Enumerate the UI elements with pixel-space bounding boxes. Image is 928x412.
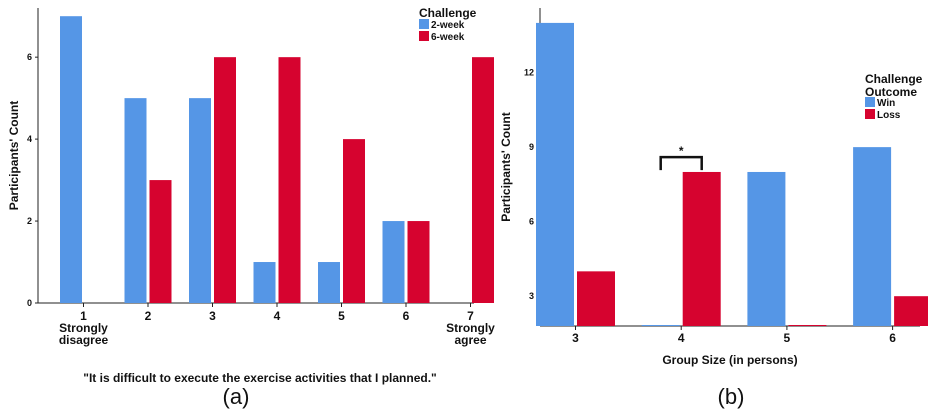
chart1-caption: (a) <box>223 384 250 409</box>
chart2-legend-label-loss: Loss <box>877 110 901 121</box>
chart2-bar-win-6 <box>853 147 892 326</box>
chart1-bar-6-week-7 <box>472 57 494 303</box>
chart1-legend-swatch-6-week <box>419 31 429 41</box>
chart2-bar-loss-4 <box>682 171 721 326</box>
chart2-legend-swatch-loss <box>865 109 875 119</box>
chart2-bar-win-3 <box>536 22 574 326</box>
chart1-x-tick-label: 6 <box>403 309 410 323</box>
chart1-bar-6-week-5 <box>343 139 365 303</box>
chart2-significance-star: * <box>679 144 684 158</box>
chart2-y-tick-label: 9 <box>529 142 534 152</box>
chart1-x-tick-label: 7 <box>467 309 474 323</box>
chart1-x-tick-label: 1 <box>80 309 87 323</box>
chart1-x-tick-sublabel: Strongly <box>446 321 495 335</box>
chart2-y-tick-label: 6 <box>529 217 534 227</box>
chart2-y-tick-label: 3 <box>529 291 534 301</box>
chart1-bar-6-week-4 <box>278 57 301 303</box>
chart1-bar-2-week-4 <box>253 262 276 303</box>
chart2-legend-label-win: Win <box>877 98 895 109</box>
chart2-y-tick-label: 12 <box>524 68 534 78</box>
chart1-bar-2-week-5 <box>318 262 340 303</box>
chart1-bar-6-week-3 <box>214 57 236 303</box>
chart2-legend-title: Outcome <box>865 85 917 99</box>
chart1-legend-label-6-week: 6-week <box>431 32 465 43</box>
chart2-significance-bracket <box>659 155 703 171</box>
chart2-bar-loss-3 <box>577 271 615 326</box>
chart2-x-axis-title: Group Size (in persons) <box>662 353 797 367</box>
chart1-bar-2-week-3 <box>189 98 211 303</box>
chart2-y-axis-title: Participants' Count <box>499 112 513 222</box>
chart1-y-tick-label: 2 <box>27 216 32 226</box>
chart1-bar-2-week-2 <box>124 98 147 303</box>
chart2-caption: (b) <box>718 384 745 409</box>
chart1-x-axis-title: "It is difficult to execute the exercise… <box>83 371 436 385</box>
chart1-y-tick-label: 0 <box>27 298 32 308</box>
chart2-x-tick-label: 6 <box>889 331 896 345</box>
chart1-x-tick-label: 5 <box>338 309 345 323</box>
chart2-legend-swatch-win <box>865 97 875 107</box>
chart1-bar-6-week-2 <box>149 180 172 303</box>
chart1-bar-2-week-6 <box>382 221 405 303</box>
chart1-legend-swatch-2-week <box>419 19 429 29</box>
chart1-x-tick-sublabel: disagree <box>59 333 109 347</box>
chart1-x-tick-label: 3 <box>209 309 216 323</box>
chart1-x-tick-label: 4 <box>274 309 281 323</box>
chart2-x-tick-label: 5 <box>784 331 791 345</box>
chart1-bar-2-week-1 <box>60 16 82 303</box>
chart2-legend-title: Challenge <box>865 72 923 86</box>
chart1-y-axis-title: Participants' Count <box>7 101 21 211</box>
chart2-bar-win-5 <box>747 171 786 326</box>
chart1-legend-title: Challenge <box>419 6 477 20</box>
chart2-x-tick-label: 4 <box>678 331 685 345</box>
chart1-x-tick-sublabel: Strongly <box>59 321 108 335</box>
chart1-x-tick-label: 2 <box>145 309 152 323</box>
chart2-x-tick-label: 3 <box>572 331 579 345</box>
chart1-bar-6-week-6 <box>407 221 430 303</box>
chart1-y-tick-label: 6 <box>27 52 32 62</box>
chart1-y-tick-label: 4 <box>27 134 32 144</box>
chart2-bar-loss-6 <box>894 296 928 326</box>
chart1-x-tick-sublabel: agree <box>454 333 486 347</box>
chart1-legend-label-2-week: 2-week <box>431 20 465 31</box>
